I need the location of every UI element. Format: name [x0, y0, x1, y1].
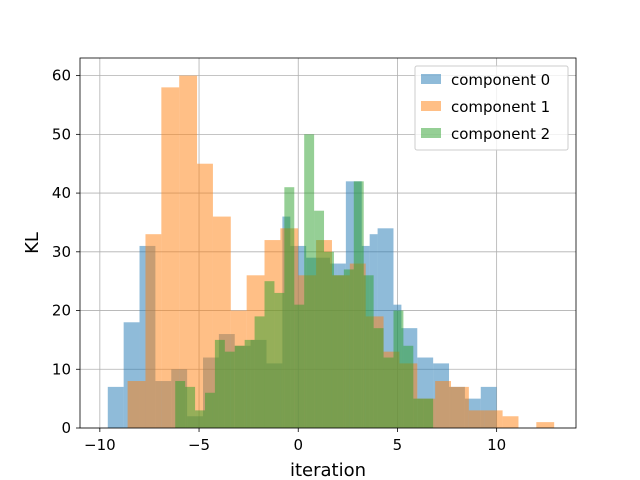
histogram-bar — [451, 386, 469, 428]
histogram-bar — [435, 381, 452, 428]
legend-swatch — [421, 74, 441, 84]
histogram-bar — [536, 422, 555, 428]
x-tick-label: 10 — [487, 436, 506, 454]
histogram-bar — [185, 386, 196, 428]
histogram-bar — [234, 345, 245, 428]
histogram-bar — [127, 381, 146, 428]
histogram-bar — [179, 75, 198, 428]
y-tick-label: 0 — [61, 419, 71, 437]
histogram-bar — [197, 163, 213, 428]
histogram-bar — [145, 234, 162, 428]
y-axis-label: KL — [22, 232, 43, 254]
histogram-bar — [284, 187, 295, 428]
histogram-bar — [224, 351, 235, 428]
histogram-bar — [333, 275, 344, 428]
histogram-bar — [107, 386, 124, 428]
histogram-bar — [195, 410, 205, 428]
histogram-bar — [294, 304, 305, 428]
histogram-bar — [244, 339, 255, 428]
y-tick-label: 30 — [52, 243, 71, 261]
histogram-bar — [363, 275, 374, 428]
legend-swatch — [421, 101, 441, 111]
y-tick-label: 60 — [52, 67, 71, 85]
histogram-bar — [324, 251, 334, 428]
histogram-bar — [274, 292, 285, 428]
histogram-bar — [204, 392, 215, 428]
histogram-bar — [484, 410, 503, 428]
legend: component 0 component 1 component 2 — [414, 65, 569, 151]
histogram-bar — [403, 345, 414, 428]
legend-swatch — [421, 128, 441, 138]
histogram-bar — [304, 134, 315, 428]
histogram-bar — [161, 87, 180, 428]
histogram-bar — [423, 398, 434, 428]
legend-label: component 1 — [451, 98, 550, 116]
series-2-bars — [175, 134, 434, 428]
legend-label: component 0 — [451, 71, 550, 89]
y-tick-label: 20 — [52, 302, 71, 320]
x-tick-label: 5 — [393, 436, 403, 454]
histogram-bar — [373, 328, 384, 428]
histogram-bar — [214, 339, 225, 428]
histogram-bar — [383, 357, 394, 428]
histogram-bar — [413, 398, 424, 428]
legend-frame — [414, 65, 569, 151]
y-tick-label: 50 — [52, 125, 71, 143]
histogram-bar — [343, 269, 354, 428]
x-tick-label: −5 — [188, 436, 210, 454]
y-tick-label: 10 — [52, 360, 71, 378]
x-tick-label: 0 — [293, 436, 303, 454]
axis-ticks: −10 −5 0 5 10 0 10 20 30 40 50 60 — [52, 67, 506, 454]
histogram-bar — [254, 316, 265, 428]
y-tick-label: 40 — [52, 184, 71, 202]
histogram-bar — [314, 210, 325, 428]
histogram-bar — [393, 310, 404, 428]
legend-label: component 2 — [451, 125, 550, 143]
x-tick-label: −10 — [84, 436, 116, 454]
histogram-bar — [264, 281, 275, 428]
histogram-bar — [468, 410, 485, 428]
histogram-bar — [502, 416, 519, 428]
plot-frame — [79, 57, 577, 429]
x-axis-label: iteration — [290, 460, 366, 480]
histogram-bars — [107, 75, 555, 428]
histogram-bar — [353, 181, 364, 428]
histogram-bar — [175, 381, 186, 428]
